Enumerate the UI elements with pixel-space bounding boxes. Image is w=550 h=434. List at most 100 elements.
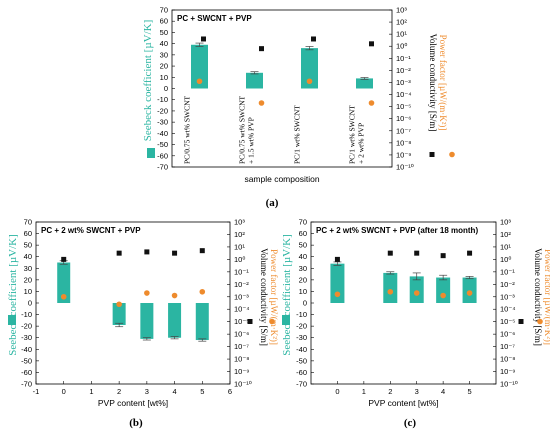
x-axis-title: PVP content [wt%] [98,398,168,408]
y2-tick-label: 10⁻¹⁰ [500,380,518,389]
chart-panel-1: 70 60 50 40 30 20 10 0 -10 -20 -30 -40 -50 -60 -70 10³ 1… [142,6,455,184]
y-tick-label: -60 [296,368,307,377]
conductivity-point [144,249,150,255]
power-factor-point [368,100,375,106]
conductivity-point [387,250,393,256]
category-label-line: + 1.5 wt% PVP [247,117,256,164]
conductivity-point [201,36,206,42]
seebeck-bar [140,303,154,339]
y2-tick-label: 10⁻⁸ [396,138,411,147]
y2-tick-label: 10⁻⁵ [500,317,515,326]
x-tick-label: 2 [388,387,392,396]
category-label: PC/1 wt% SWCNT [293,105,302,164]
y-tick-label: -50 [296,356,307,365]
conductivity-point [334,256,340,262]
y2-tick-label: 10⁻³ [234,292,249,301]
x-axis-title: sample composition [244,174,319,184]
y-tick-label: -60 [21,368,32,377]
legend-bar-swatch [282,315,290,325]
y2-tick-label: 10⁻¹ [396,54,411,63]
y2-tick-label: 10² [500,230,511,239]
y2-tick-label: 10³ [500,218,511,227]
power-factor-point [116,301,122,308]
power-factor-point [466,290,473,296]
y-tick-label: 20 [160,62,168,71]
y2-axis-title-power-factor: Power factor [µW/(m·K²)] [269,249,279,345]
y-axis-title: Seebeck coefficient [µV/K] [281,234,293,356]
power-factor-point [171,292,178,299]
conductivity-point [311,36,316,42]
y-tick-label: -70 [296,380,307,389]
y-tick-label: 70 [24,218,32,227]
y2-tick-label: 10⁻⁹ [500,367,516,376]
y2-tick-label: 10⁻² [396,66,411,75]
x-tick-label: 0 [62,387,66,396]
y-tick-label: -60 [157,151,168,160]
y-tick-label: -30 [157,118,168,127]
power-factor-point [144,290,150,296]
y-tick-label: 70 [160,6,168,15]
y-tick-label: -10 [296,310,307,319]
y2-tick-label: 10⁻⁶ [500,330,515,339]
x-tick-label: 3 [415,387,419,396]
power-factor-point [60,293,67,300]
y2-tick-label: 10⁻¹ [500,267,515,276]
y-tick-label: 10 [160,73,168,82]
conductivity-point [414,250,420,256]
y2-tick-label: 10⁻⁵ [396,102,411,111]
y2-axis-title-conductivity: Volume conductivity [S/m] [428,34,438,132]
y2-tick-label: 10¹ [500,242,511,251]
y2-axis-title-power-factor: Power factor [µW/(m·K²)] [438,35,448,131]
legend-power-factor-swatch [269,318,275,325]
seebeck-bar [168,303,182,338]
y-tick-label: 50 [299,241,307,250]
y2-tick-label: 10⁻³ [500,292,515,301]
x-tick-label: 3 [145,387,149,396]
y-tick-label: -50 [21,356,32,365]
seebeck-bar [246,72,263,89]
seebeck-bar [436,277,451,303]
y2-tick-label: 10⁻² [234,280,249,289]
category-label: PC/0.75 wt% SWCNT [183,95,192,164]
y-tick-label: 30 [24,264,32,273]
panel-title: PC + 2 wt% SWCNT + PVP (after 18 month) [316,226,478,235]
y2-tick-label: 10³ [234,218,245,227]
y-axis-title: Seebeck coefficient [µV/K] [142,20,154,142]
y2-tick-label: 10⁻¹⁰ [396,163,414,172]
y-tick-label: 60 [24,229,32,238]
seebeck-bar [195,303,209,341]
y-tick-label: 40 [299,252,307,261]
y2-tick-label: 10⁻¹⁰ [234,380,252,389]
x-tick-label: 5 [200,387,204,396]
category-label: PC/1 wt% SWCNT+ 2 wt% PVP [348,105,366,164]
y2-tick-label: 10³ [396,6,407,15]
y2-axis-title-conductivity: Volume conductivity [S/m] [533,248,543,346]
y-tick-label: -70 [21,380,32,389]
y-tick-label: 10 [24,287,32,296]
y2-tick-label: 10⁻⁴ [500,305,516,314]
x-tick-label: 2 [117,387,121,396]
y2-tick-label: 10⁻⁹ [234,367,250,376]
y-tick-label: 20 [299,275,307,284]
y-tick-label: -70 [157,163,168,172]
sublabel-c: (c) [404,417,417,429]
y-tick-label: 30 [299,264,307,273]
y-tick-label: -10 [157,95,168,104]
category-label-line: PC/1 wt% SWCNT [293,105,302,164]
sublabel-a: (a) [266,197,279,209]
y2-tick-label: 10¹ [396,30,407,39]
x-tick-label: 4 [441,387,445,396]
y-axis-title: Seebeck coefficient [µV/K] [7,234,19,356]
panel-title: PC + SWCNT + PVP [177,14,252,23]
power-factor-point [334,291,341,298]
y2-tick-label: 10⁻⁸ [500,355,515,364]
seebeck-bar [409,276,424,303]
y2-tick-label: 10⁻⁴ [396,90,412,99]
legend-conductivity-swatch [518,319,524,324]
legend-conductivity-swatch [429,152,435,157]
y2-tick-label: 10⁻⁷ [500,342,515,351]
conductivity-point [369,41,374,47]
power-factor-point [258,100,265,106]
legend-bar-swatch [147,148,155,158]
